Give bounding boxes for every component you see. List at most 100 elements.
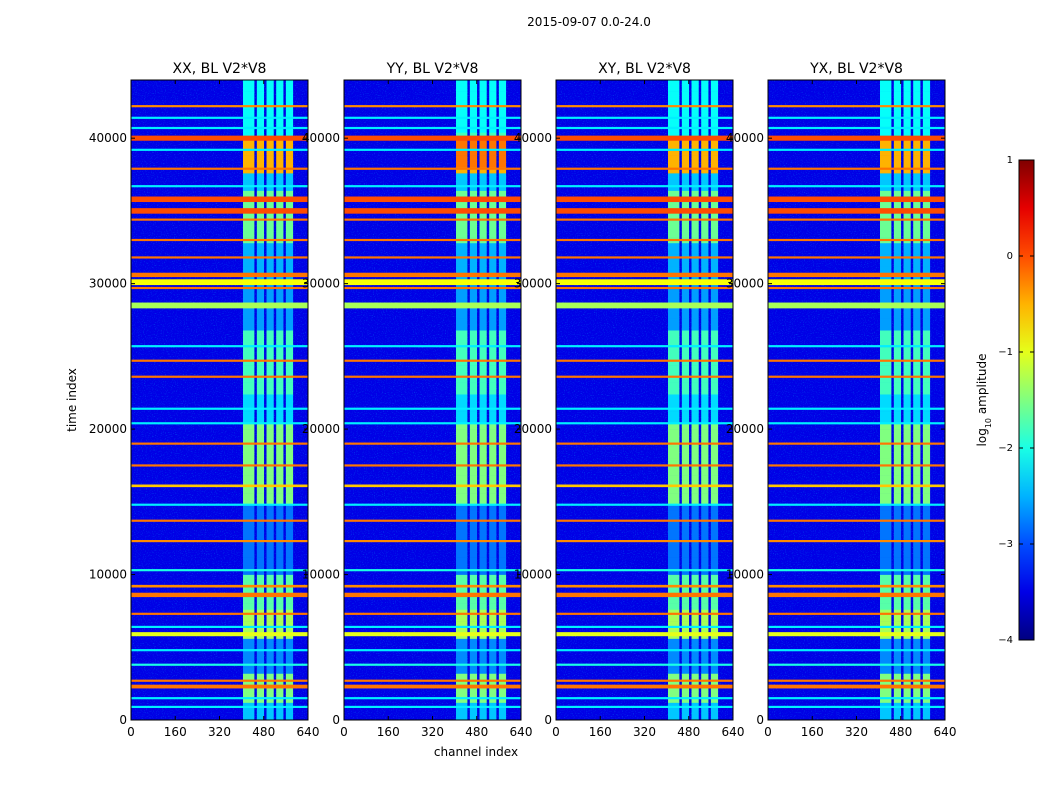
band-cell [243, 266, 255, 273]
band-cell [266, 365, 274, 372]
band-cell [456, 615, 468, 622]
rfi-row [556, 105, 733, 108]
band-cell [710, 394, 719, 401]
band-cell [701, 109, 709, 116]
band-cell [285, 446, 294, 453]
band-cell [668, 679, 680, 686]
band-cell [498, 557, 507, 564]
band-cell [489, 429, 497, 436]
band-cell [456, 434, 468, 442]
channel-band [479, 80, 487, 720]
band-cell [479, 120, 487, 127]
rfi-row [768, 442, 945, 445]
band-cell [243, 184, 255, 191]
band-cell [456, 248, 468, 255]
band-cell [456, 469, 468, 476]
band-cell [893, 679, 902, 686]
band-cell [489, 248, 497, 255]
band-cell [489, 312, 497, 319]
rfi-row [556, 584, 733, 588]
band-cell [456, 295, 468, 302]
rfi-row [556, 286, 733, 290]
band-cell [256, 446, 265, 453]
band-cell [285, 394, 294, 401]
band-cell [681, 132, 690, 139]
band-cell [681, 533, 690, 540]
band-cell [880, 388, 892, 395]
band-cell [710, 429, 719, 436]
rfi-row [131, 663, 308, 666]
rfi-row [344, 705, 521, 708]
band-cell [456, 353, 468, 360]
band-cell [913, 202, 921, 209]
band-cell [489, 714, 497, 720]
band-cell [893, 714, 902, 720]
band-cell [880, 173, 892, 180]
band-cell [913, 359, 921, 366]
band-cell [489, 411, 497, 418]
band-cell [893, 394, 902, 401]
band-cell [285, 80, 294, 87]
band-cell [701, 626, 709, 634]
band-cell [903, 586, 911, 593]
band-cell [691, 644, 699, 651]
band-cell [479, 696, 487, 703]
band-cell [913, 289, 921, 296]
band-cell [681, 219, 690, 226]
band-cell [456, 382, 468, 389]
band-cell [469, 382, 478, 389]
x-tick-label: 640 [510, 725, 533, 739]
band-cell [489, 167, 497, 174]
band-cell [276, 126, 284, 133]
band-cell [285, 330, 294, 337]
band-cell [668, 312, 680, 319]
band-cell [479, 562, 487, 570]
band-cell [479, 458, 487, 465]
band-cell [243, 126, 255, 133]
band-cell [489, 504, 497, 511]
band-cell [701, 557, 709, 564]
rfi-row [556, 705, 733, 708]
band-cell [893, 673, 902, 680]
band-cell [710, 475, 719, 482]
band-cell [913, 336, 921, 343]
band-cell [469, 696, 478, 703]
rfi-row [344, 612, 521, 615]
band-cell [903, 650, 911, 657]
band-cell [243, 400, 255, 407]
band-cell [243, 667, 255, 674]
rfi-row [556, 663, 733, 666]
band-cell [880, 411, 892, 418]
band-cell [701, 213, 709, 220]
band-cell [276, 551, 284, 558]
band-cell [893, 80, 902, 87]
band-cell [276, 283, 284, 290]
band-cell [922, 690, 931, 698]
band-cell [710, 91, 719, 98]
band-cell [276, 306, 284, 314]
band-cell [456, 283, 468, 290]
band-cell [266, 347, 274, 354]
band-cell [276, 498, 284, 506]
band-cell [710, 417, 719, 424]
band-cell [710, 324, 719, 331]
band-cell [489, 464, 497, 471]
band-cell [456, 213, 468, 220]
band-cell [710, 283, 719, 290]
band-cell [243, 336, 255, 343]
band-cell [469, 242, 478, 250]
band-cell [469, 708, 478, 715]
band-cell [456, 91, 468, 98]
band-cell [668, 353, 680, 360]
band-cell [285, 400, 294, 407]
band-cell [922, 341, 931, 348]
band-cell [498, 242, 507, 250]
band-cell [691, 522, 699, 529]
rfi-row [344, 167, 521, 170]
band-cell [266, 109, 274, 116]
rfi-row [131, 238, 308, 242]
band-cell [479, 306, 487, 314]
band-cell [479, 126, 487, 133]
band-cell [668, 458, 680, 465]
band-cell [710, 202, 719, 209]
